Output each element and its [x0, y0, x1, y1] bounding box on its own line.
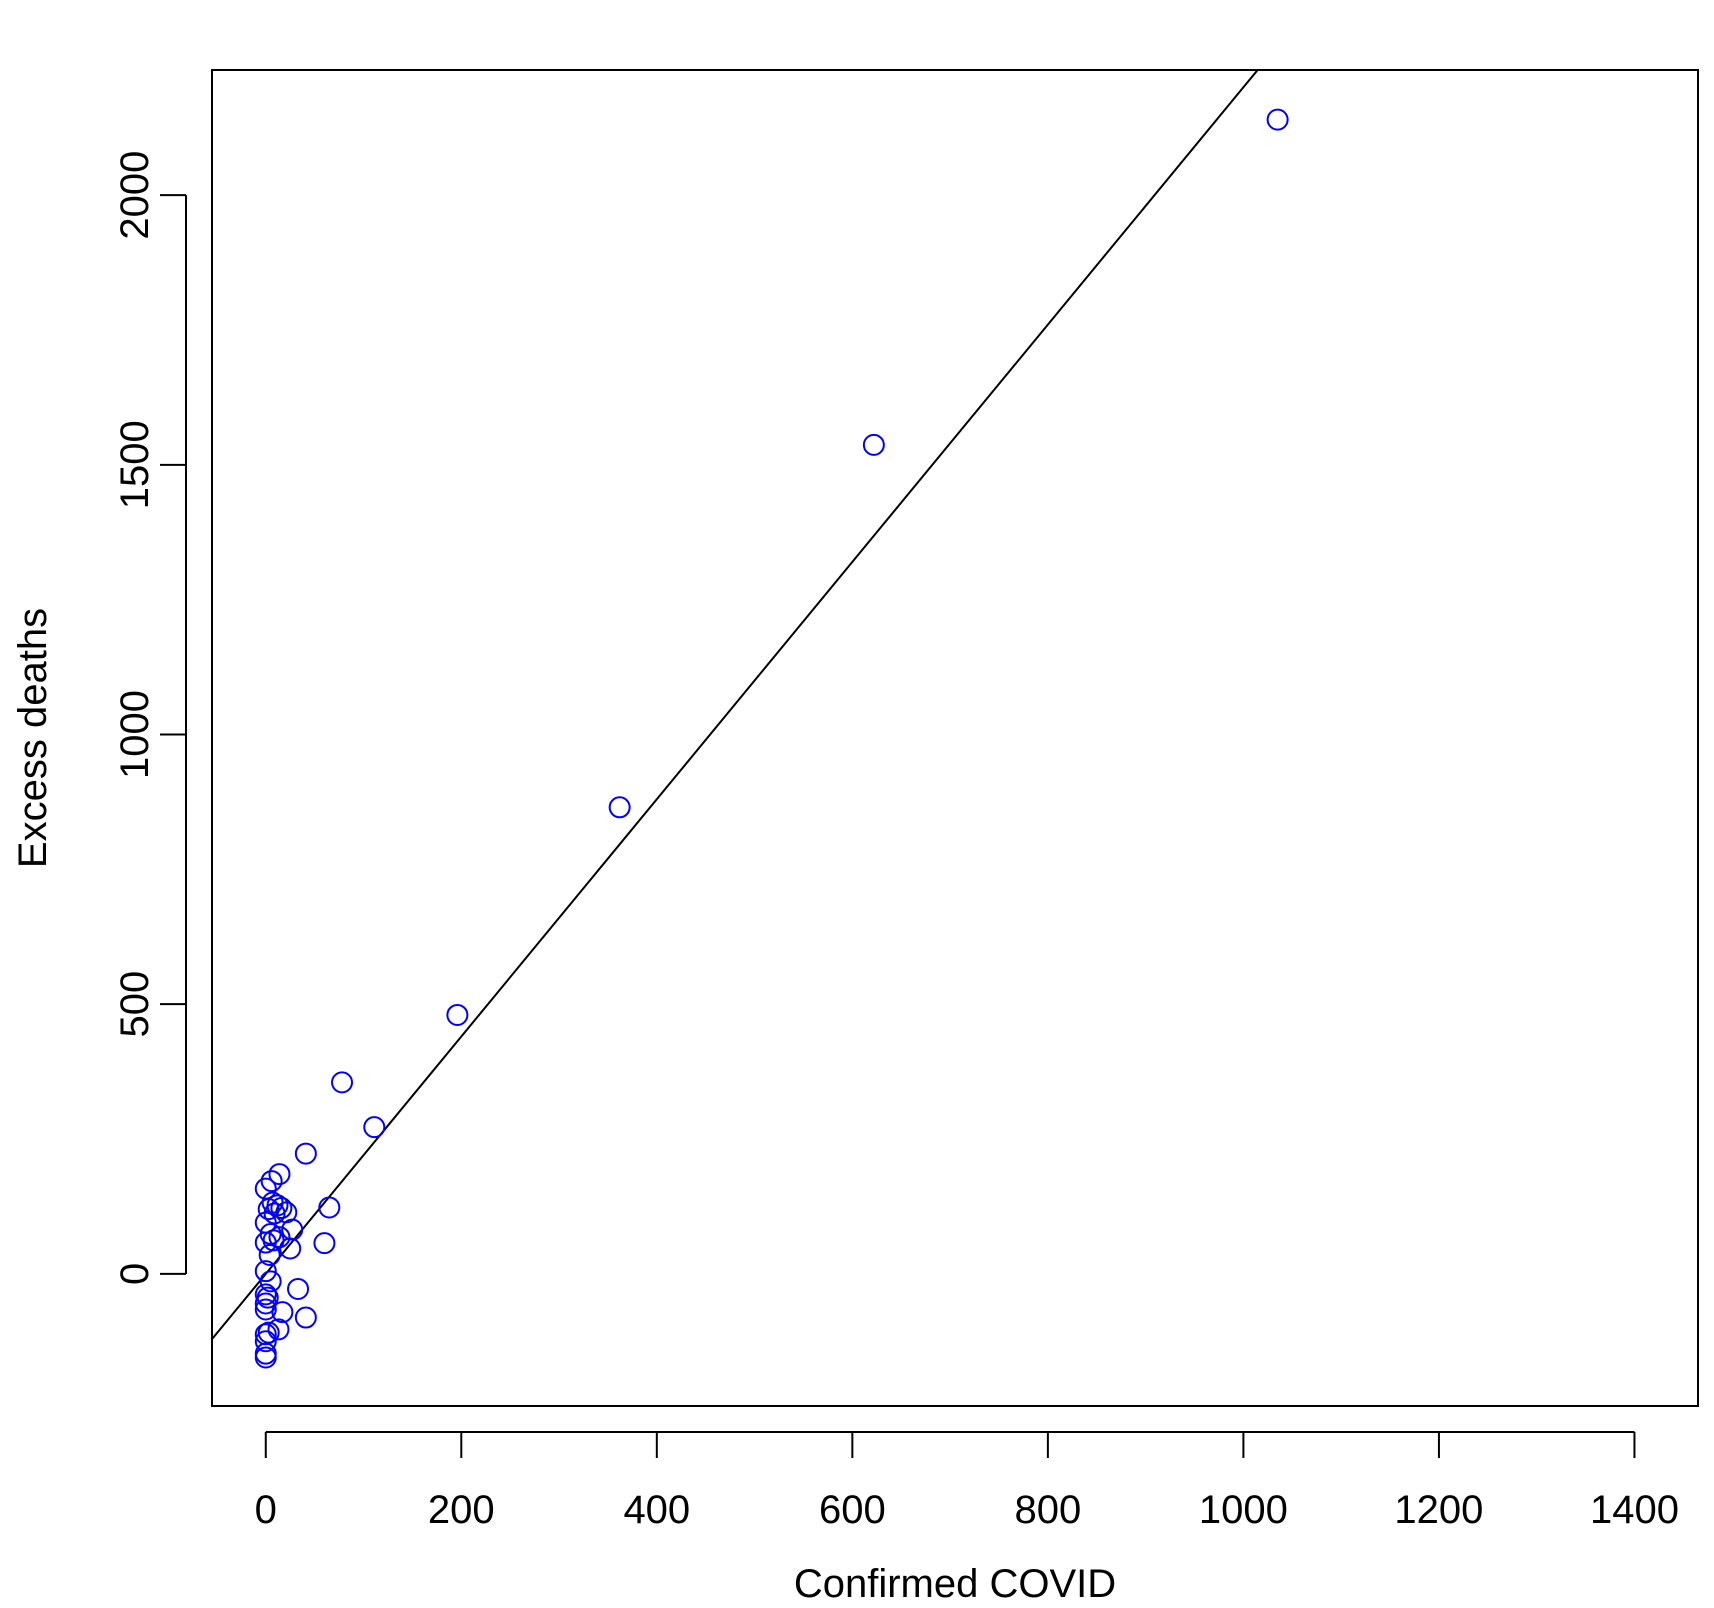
x-tick-label: 1200 — [1394, 1488, 1483, 1532]
y-axis: 0 500 1000 1500 2000 — [113, 151, 187, 1285]
data-point — [862, 433, 885, 456]
data-point — [1266, 108, 1289, 131]
data-point — [257, 1198, 280, 1221]
data-point — [313, 1232, 336, 1255]
x-axis-label: Confirmed COVID — [794, 1562, 1116, 1606]
x-tick-label: 600 — [819, 1488, 886, 1532]
y-tick-label: 1500 — [113, 420, 157, 509]
data-point — [258, 1243, 281, 1266]
x-tick-label: 1400 — [1590, 1488, 1679, 1532]
data-point — [318, 1196, 341, 1219]
data-point — [254, 1231, 277, 1254]
data-point — [268, 1163, 291, 1186]
data-point — [287, 1277, 310, 1300]
y-tick-label: 1000 — [113, 690, 157, 779]
data-point — [608, 796, 631, 819]
data-point — [254, 1260, 277, 1283]
data-point — [363, 1116, 386, 1139]
x-tick-label: 1000 — [1199, 1488, 1288, 1532]
data-point — [270, 1197, 293, 1220]
data-point — [267, 1318, 290, 1341]
x-tick-label: 0 — [255, 1488, 277, 1532]
y-tick-label: 0 — [113, 1263, 157, 1285]
regression-line — [212, 70, 1259, 1340]
data-point — [279, 1237, 302, 1260]
data-point — [254, 1283, 277, 1306]
data-point — [446, 1003, 469, 1026]
data-point — [254, 1346, 277, 1369]
data-point — [260, 1170, 283, 1193]
data-point — [294, 1306, 317, 1329]
y-tick-label: 2000 — [113, 151, 157, 240]
data-point — [257, 1321, 280, 1344]
x-tick-label: 800 — [1015, 1488, 1082, 1532]
data-point — [259, 1270, 282, 1293]
x-tick-label: 400 — [623, 1488, 690, 1532]
data-point — [271, 1301, 294, 1324]
x-axis: 0 200 400 600 800 1000 1200 1400 — [255, 1431, 1679, 1532]
data-point — [254, 1330, 277, 1353]
y-axis-label: Excess deaths — [11, 608, 55, 868]
data-point — [331, 1071, 354, 1094]
x-tick-label: 200 — [428, 1488, 495, 1532]
plot-frame — [211, 69, 1699, 1407]
data-point — [254, 1298, 277, 1321]
y-tick-label: 500 — [113, 971, 157, 1038]
data-point — [294, 1142, 317, 1165]
data-points — [254, 108, 1289, 1369]
